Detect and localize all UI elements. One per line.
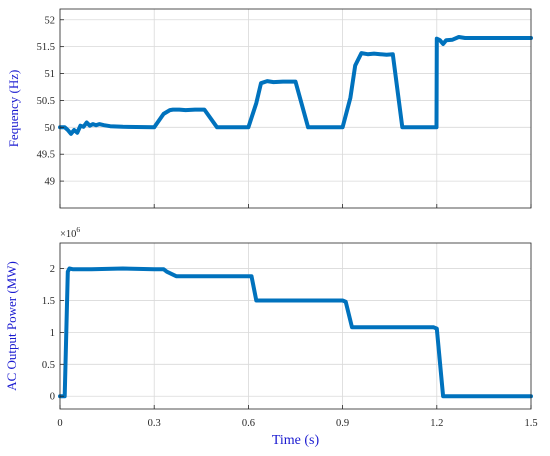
frequency-chart: 49 49.5 50 50.5 51 51.5 52 Fequency (Hz) <box>6 8 533 209</box>
y-tick-label: 49 <box>45 177 56 188</box>
x-tick-label: 0.3 <box>148 418 161 429</box>
power-y-multiplier-base: ×10 <box>60 229 76 240</box>
power-y-multiplier-exponent: 6 <box>76 225 80 234</box>
y-tick-label: 1.5 <box>42 296 55 307</box>
power-series-line <box>58 266 533 399</box>
frequency-tick-labels: 49 49.5 50 50.5 51 51.5 52 <box>37 15 532 208</box>
x-tick-label: 0.6 <box>242 418 255 429</box>
frequency-series-line <box>58 35 533 136</box>
y-tick-label: 0 <box>50 392 55 403</box>
power-y-multiplier: ×106 <box>60 225 80 240</box>
x-tick-label: 1.2 <box>430 418 443 429</box>
power-chart: 0 0.3 0.6 0.9 1.2 1.5 0 0.5 1 1.5 2 ×106 AC Output… <box>4 225 538 448</box>
y-tick-label: 0.5 <box>42 360 55 371</box>
x-tick-label: 0.9 <box>336 418 349 429</box>
y-tick-label: 51 <box>45 69 56 80</box>
power-tick-labels: 0 0.3 0.6 0.9 1.2 1.5 0 0.5 1 1.5 2 <box>42 264 538 429</box>
x-tick-label: 1.5 <box>524 418 537 429</box>
frequency-y-axis-label: Fequency (Hz) <box>6 70 21 148</box>
x-tick-label: 0 <box>57 418 62 429</box>
y-tick-label: 51.5 <box>37 42 55 53</box>
y-tick-label: 49.5 <box>37 150 55 161</box>
frequency-axes-frame <box>59 8 532 209</box>
y-tick-label: 2 <box>50 264 55 275</box>
y-tick-label: 50.5 <box>37 96 55 107</box>
x-axis-label: Time (s) <box>272 433 320 448</box>
y-tick-label: 52 <box>45 15 56 26</box>
power-axes-frame <box>59 242 532 410</box>
y-tick-label: 50 <box>45 123 56 134</box>
power-y-axis-label: AC Output Power (MW) <box>4 261 19 391</box>
y-tick-label: 1 <box>50 328 55 339</box>
